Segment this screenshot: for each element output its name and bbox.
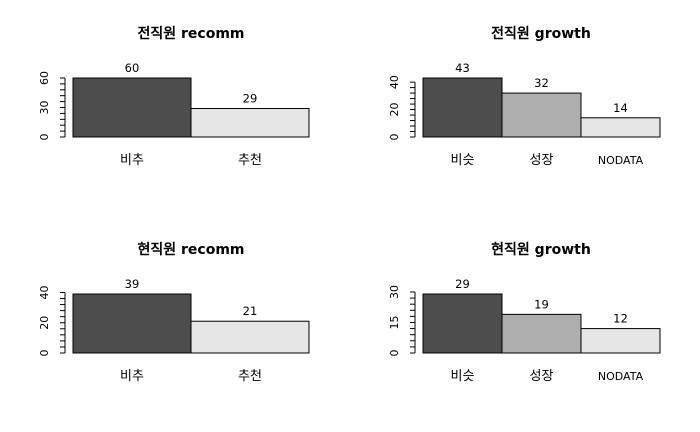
y-tick-label: 30 bbox=[388, 285, 401, 299]
category-label: 성장 bbox=[530, 153, 554, 168]
chart-title: 전직원 growth bbox=[491, 25, 591, 42]
chart-panel-2: 전직원 growth 0 20 40 43 비슷 32 성장 14 NODATA bbox=[388, 25, 661, 168]
bar-NODATA bbox=[580, 117, 661, 138]
y-tick-label: 30 bbox=[38, 101, 51, 115]
y-tick-label: 15 bbox=[388, 315, 401, 329]
bar-비추 bbox=[72, 77, 192, 138]
category-label: 비슷 bbox=[451, 153, 475, 168]
bar-비추 bbox=[72, 293, 192, 354]
chart-title: 현직원 recomm bbox=[137, 241, 244, 258]
bar-value-label: 21 bbox=[243, 304, 258, 318]
y-tick-label: 0 bbox=[38, 350, 51, 357]
bar-성장 bbox=[501, 313, 582, 354]
bar-value-label: 12 bbox=[613, 312, 628, 326]
y-tick-label: 0 bbox=[38, 134, 51, 141]
y-tick-label: 0 bbox=[388, 134, 401, 141]
bar-value-label: 39 bbox=[125, 277, 140, 291]
y-tick-label: 40 bbox=[38, 285, 51, 299]
category-label: 비추 bbox=[120, 153, 144, 168]
category-label: 성장 bbox=[530, 369, 554, 384]
y-tick-label: 20 bbox=[388, 103, 401, 117]
bar-추천 bbox=[190, 107, 310, 138]
category-label: 비추 bbox=[120, 369, 144, 384]
bar-value-label: 60 bbox=[125, 61, 140, 75]
bar-비슷 bbox=[422, 293, 503, 354]
y-tick-label: 20 bbox=[38, 316, 51, 330]
chart-panel-3: 현직원 recomm 0 20 40 39 비추 21 추천 bbox=[38, 241, 310, 384]
chart-panel-1: 전직원 recomm 0 30 60 60 비추 29 추천 bbox=[38, 25, 310, 168]
bar-value-label: 32 bbox=[534, 76, 549, 90]
bar-value-label: 43 bbox=[455, 61, 470, 75]
bar-성장 bbox=[501, 92, 582, 138]
chart-title: 현직원 growth bbox=[491, 241, 591, 258]
bar-value-label: 29 bbox=[455, 277, 470, 291]
bar-value-label: 14 bbox=[613, 101, 628, 115]
bar-value-label: 19 bbox=[534, 297, 549, 311]
category-label: 비슷 bbox=[451, 369, 475, 384]
category-label: NODATA bbox=[598, 154, 644, 167]
y-tick-label: 40 bbox=[388, 75, 401, 89]
category-label: 추천 bbox=[238, 153, 262, 168]
y-tick-label: 0 bbox=[388, 350, 401, 357]
y-tick-label: 60 bbox=[38, 71, 51, 85]
category-label: NODATA bbox=[598, 370, 644, 383]
bar-NODATA bbox=[580, 328, 661, 354]
bar-value-label: 29 bbox=[243, 91, 258, 105]
bar-비슷 bbox=[422, 77, 503, 138]
bar-추천 bbox=[190, 320, 310, 354]
category-label: 추천 bbox=[238, 369, 262, 384]
chart-panel-4: 현직원 growth 0 15 30 29 비슷 19 성장 12 NODATA bbox=[388, 241, 661, 384]
chart-title: 전직원 recomm bbox=[137, 25, 244, 42]
